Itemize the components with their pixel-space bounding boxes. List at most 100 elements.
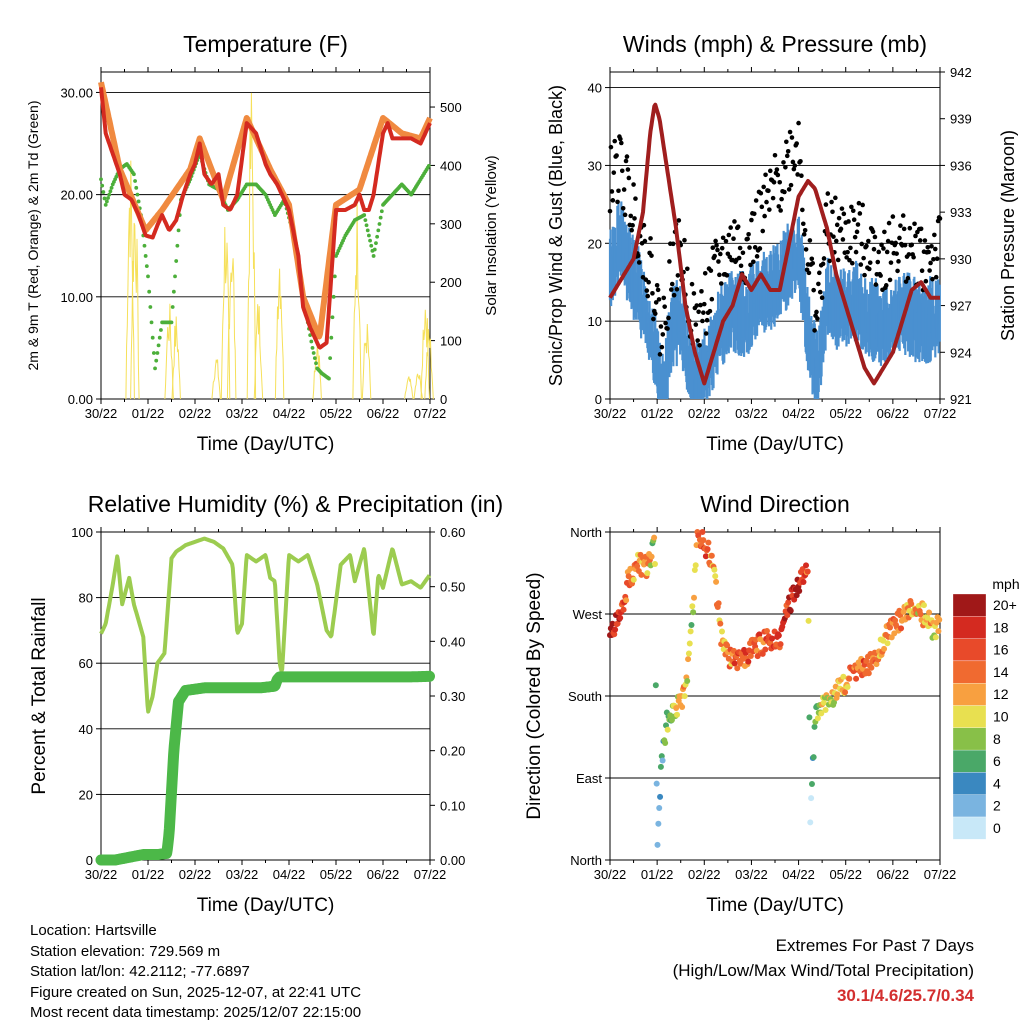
gust-point <box>801 232 807 237</box>
direction-point <box>811 723 818 730</box>
gust-point <box>661 295 667 301</box>
dewpoint-point <box>142 243 147 248</box>
gust-point <box>760 228 766 234</box>
direction-point <box>611 631 618 638</box>
temp-xtick-label: 02/22 <box>179 406 212 421</box>
wind-xtick-label: 01/22 <box>641 406 674 421</box>
direction-point <box>804 568 811 575</box>
gust-point <box>895 268 900 274</box>
gust-point <box>697 342 702 348</box>
gust-point <box>906 252 912 257</box>
direction-point <box>908 600 915 607</box>
direction-point <box>818 710 825 717</box>
gust-point <box>648 236 653 241</box>
gust-point <box>913 233 918 239</box>
gust-point <box>807 238 813 243</box>
solar-series <box>253 304 264 400</box>
dewpoint-point <box>377 222 382 226</box>
temp-xtick-label: 01/22 <box>132 406 165 421</box>
direction-point <box>704 546 711 553</box>
gust-point <box>784 153 790 159</box>
recent-timestamp: Most recent data timestamp: 2025/12/07 2… <box>30 1004 362 1021</box>
direction-point <box>820 699 827 706</box>
speed-legend-label: 18 <box>993 619 1009 635</box>
speed-legend-swatch <box>952 683 987 706</box>
gust-point <box>612 138 618 144</box>
gust-point <box>861 255 866 261</box>
gust-point <box>933 274 939 280</box>
gust-point <box>886 220 892 226</box>
gust-point <box>894 251 899 256</box>
rh-title: Relative Humidity (%) & Precipitation (i… <box>88 491 503 517</box>
gust-point <box>858 262 864 267</box>
gust-point <box>766 188 771 194</box>
dir-axes: 30/22 01/22 02/22 03/22 04/22 05/22 06/22 07/22… <box>524 491 956 916</box>
gust-point <box>655 287 661 293</box>
gust-point <box>922 238 928 243</box>
gust-point <box>809 256 815 262</box>
gust-point <box>666 315 671 321</box>
speed-legend: mph 20+ 18 16 14 12 10 8 6 4 2 0 <box>952 576 1020 840</box>
dewpoint-point <box>106 196 110 200</box>
direction-point <box>657 793 664 800</box>
speed-legend-swatch <box>952 794 987 818</box>
rh-ytick-right-label: 0.00 <box>440 853 465 868</box>
gust-point <box>867 260 873 265</box>
direction-point <box>775 632 782 639</box>
direction-point <box>691 594 698 601</box>
dewpoint-point <box>102 196 107 201</box>
gust-point <box>615 199 620 205</box>
gust-point <box>715 247 720 253</box>
gust-point <box>881 246 886 251</box>
gust-point <box>719 245 725 251</box>
gust-point <box>887 277 893 283</box>
wind-ytick-label: 20 <box>588 236 602 251</box>
wind-series <box>608 201 941 399</box>
gust-point <box>629 227 634 233</box>
gust-point <box>897 235 902 241</box>
gust-point <box>650 291 655 296</box>
direction-point <box>834 691 841 698</box>
direction-point <box>659 757 666 764</box>
direction-point <box>700 537 707 544</box>
wind-ylabel-right: Station Pressure (Maroon) <box>998 130 1018 341</box>
direction-point <box>769 635 776 642</box>
gust-point <box>937 216 943 221</box>
direction-point <box>822 706 829 713</box>
gust-point <box>767 207 772 212</box>
dewpoint-point <box>143 254 148 258</box>
wind-ytick-right-label: 942 <box>950 65 972 80</box>
direction-point <box>662 739 669 746</box>
dewpoint-point <box>154 358 159 363</box>
dewpoint-point <box>170 305 175 309</box>
gust-point <box>610 198 616 203</box>
gust-point <box>757 246 763 251</box>
gust-point <box>611 170 617 175</box>
dewpoint-point <box>309 339 314 344</box>
speed-legend-label: 4 <box>993 775 1001 791</box>
gust-point <box>740 250 746 256</box>
extremes-values: 30.1/4.6/25.7/0.34 <box>836 986 974 1005</box>
gust-point <box>926 249 931 255</box>
gust-point <box>696 309 701 315</box>
direction-point <box>814 715 821 722</box>
direction-point <box>686 640 693 647</box>
gust-point <box>783 165 788 170</box>
gust-point <box>876 249 882 255</box>
gust-point <box>779 196 784 202</box>
dewpoint-point <box>328 356 333 361</box>
gust-point <box>662 304 667 309</box>
gust-point <box>709 296 715 302</box>
speed-legend-swatch <box>952 616 987 639</box>
dewpoint-point <box>107 192 112 197</box>
direction-point <box>667 712 674 719</box>
rh-xtick-label: 01/22 <box>132 867 165 882</box>
gust-point <box>819 295 825 301</box>
dewpoint-point <box>372 247 377 252</box>
gust-point <box>776 204 782 209</box>
dewpoint-point <box>331 294 336 299</box>
rh-xtick-label: 06/22 <box>367 867 400 882</box>
wind-ytick-right-label: 936 <box>950 158 972 173</box>
gust-point <box>624 154 630 159</box>
gust-point <box>759 204 765 210</box>
